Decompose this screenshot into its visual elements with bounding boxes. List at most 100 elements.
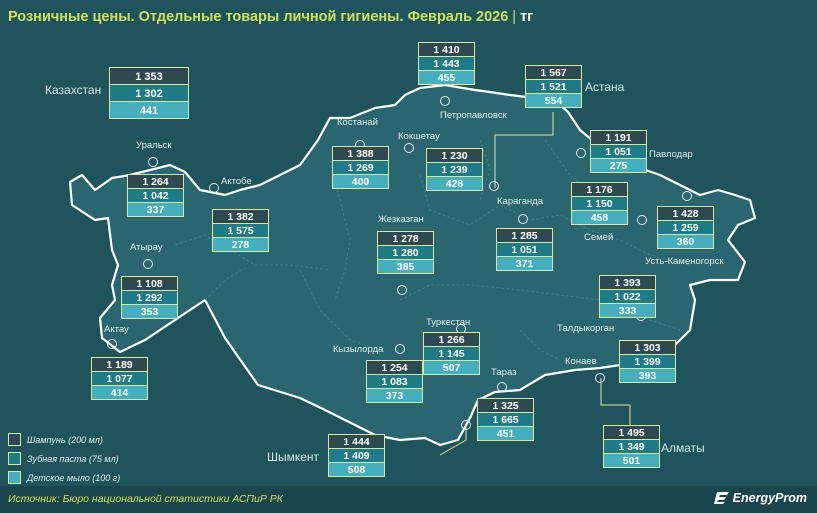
price-shampoo-taldykorgan: 1 393 [599,275,656,290]
price-baby-soap-semey: 458 [571,210,628,225]
price-shampoo-petropavlovsk: 1 410 [418,42,475,57]
price-shampoo-atyrau: 1 108 [121,276,178,291]
city-label-atyrau: Атырау [130,242,163,253]
city-label-taraz: Тараз [491,367,517,378]
price-baby-soap-astana: 554 [525,93,582,108]
price-box-karaganda: 1 285 1 051 371 [496,228,553,271]
price-shampoo-aktau: 1 189 [91,357,148,372]
price-shampoo-kokshetau: 1 230 [426,148,483,163]
price-toothpaste-turkestan: 1 145 [423,346,480,361]
region-borders [174,139,691,361]
price-toothpaste-aktau: 1 077 [91,371,148,386]
city-marker-semey [637,215,647,225]
legend-swatch-shampoo [8,433,21,446]
price-toothpaste-kyzylorda: 1 083 [366,374,423,389]
price-baby-soap-pavlodar: 275 [590,158,647,173]
price-box-kostanay: 1 388 1 269 400 [332,146,389,189]
price-shampoo-uralsk: 1 264 [127,174,184,189]
source-note: Источник: Бюро национальной статистики А… [8,493,283,505]
price-shampoo-almaty: 1 495 [603,425,660,440]
price-shampoo-kostanay: 1 388 [332,146,389,161]
price-shampoo-kazakhstan: 1 353 [109,67,189,85]
legend-item-shampoo: Шампунь (200 мл) [8,430,120,449]
price-box-shymkent: 1 444 1 409 508 [328,434,385,477]
title-text: Розничные цены. Отдельные товары личной … [8,9,509,25]
footer: Источник: Бюро национальной статистики А… [0,486,817,513]
price-toothpaste-shymkent: 1 409 [328,448,385,463]
price-box-turkestan: 1 266 1 145 507 [423,332,480,375]
city-label-shymkent: Шымкент [267,450,320,464]
price-toothpaste-aktobe: 1 575 [212,223,269,238]
legend-label-baby-soap: Детское мыло (100 г) [27,472,121,483]
city-label-astana: Астана [585,80,625,94]
price-box-semey: 1 176 1 150 458 [571,182,628,225]
city-label-zhezkazgan: Жезказган [378,214,424,225]
city-label-taldykorgan: Талдыкорган [557,323,615,334]
brand-name: EnergyProm [732,491,807,505]
city-label-aktobe: Актобе [221,176,252,187]
price-box-konaev: 1 303 1 399 393 [619,340,676,383]
price-baby-soap-uralsk: 337 [127,202,184,217]
price-toothpaste-taldykorgan: 1 022 [599,289,656,304]
brand-logo: EnergyProm [713,491,807,505]
price-baby-soap-ust-kamenogorsk: 360 [657,234,714,249]
price-baby-soap-kazakhstan: 441 [109,101,189,119]
city-marker-taraz [497,382,507,392]
price-baby-soap-taraz: 451 [477,426,534,441]
price-toothpaste-kostanay: 1 269 [332,160,389,175]
city-label-karaganda: Караганда [497,196,543,207]
city-label-pavlodar: Павлодар [649,149,693,160]
price-toothpaste-kazakhstan: 1 302 [109,84,189,102]
price-toothpaste-taraz: 1 665 [477,412,534,427]
price-box-almaty: 1 495 1 349 501 [603,425,660,468]
city-label-semey: Семей [584,232,614,243]
city-marker-zhezkazgan [397,285,407,295]
price-baby-soap-konaev: 393 [619,368,676,383]
price-box-aktau: 1 189 1 077 414 [91,357,148,400]
price-baby-soap-petropavlovsk: 455 [418,70,475,85]
price-box-astana: 1 567 1 521 554 [525,65,582,108]
city-marker-karaganda [518,214,528,224]
city-label-uralsk: Уральск [136,140,172,151]
price-baby-soap-shymkent: 508 [328,462,385,477]
energyprom-logo-icon [713,492,729,504]
price-box-atyrau: 1 108 1 292 353 [121,276,178,319]
legend-item-baby-soap: Детское мыло (100 г) [8,468,120,487]
currency-unit: тг [520,9,534,25]
city-label-kokshetau: Кокшетау [398,131,440,142]
legend-item-toothpaste: Зубная паста (75 мл) [8,449,120,468]
price-box-ust-kamenogorsk: 1 428 1 259 360 [657,206,714,249]
city-marker-aktobe [209,183,219,193]
price-toothpaste-pavlodar: 1 051 [590,144,647,159]
city-marker-astana [489,181,499,191]
price-shampoo-karaganda: 1 285 [496,228,553,243]
legend-label-toothpaste: Зубная паста (75 мл) [27,453,119,464]
price-box-zhezkazgan: 1 278 1 280 385 [377,231,434,274]
legend-label-shampoo: Шампунь (200 мл) [27,434,103,445]
city-marker-ust-kamenogorsk [682,191,692,201]
price-toothpaste-almaty: 1 349 [603,439,660,454]
price-box-uralsk: 1 264 1 042 337 [127,174,184,217]
price-baby-soap-aktau: 414 [91,385,148,400]
price-box-kazakhstan: 1 353 1 302 441 [109,67,189,119]
city-marker-shymkent [461,420,471,430]
city-label-turkestan: Туркестан [426,317,471,328]
price-toothpaste-petropavlovsk: 1 443 [418,56,475,71]
city-label-ust-kamenogorsk: Усть-Каменогорск [645,256,724,267]
price-box-kokshetau: 1 230 1 239 428 [426,148,483,191]
price-shampoo-turkestan: 1 266 [423,332,480,347]
city-marker-pavlodar [576,148,586,158]
price-box-aktobe: 1 382 1 575 278 [212,209,269,252]
price-baby-soap-karaganda: 371 [496,256,553,271]
price-toothpaste-uralsk: 1 042 [127,188,184,203]
price-toothpaste-semey: 1 150 [571,196,628,211]
page-title: Розничные цены. Отдельные товары личной … [8,9,533,25]
price-baby-soap-almaty: 501 [603,453,660,468]
price-baby-soap-atyrau: 353 [121,304,178,319]
city-label-almaty: Алматы [661,441,705,455]
city-label-kyzylorda: Кызылорда [333,344,384,355]
price-toothpaste-astana: 1 521 [525,79,582,94]
price-baby-soap-taldykorgan: 333 [599,303,656,318]
price-box-kyzylorda: 1 254 1 083 373 [366,360,423,403]
city-label-kazakhstan: Казахстан [45,83,102,97]
